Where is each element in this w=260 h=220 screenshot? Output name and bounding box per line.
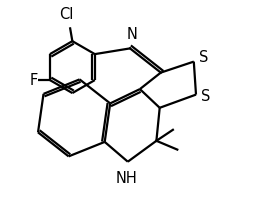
Text: NH: NH bbox=[116, 171, 138, 186]
Text: N: N bbox=[127, 27, 138, 42]
Text: Cl: Cl bbox=[59, 7, 73, 22]
Text: S: S bbox=[201, 89, 210, 104]
Text: F: F bbox=[29, 73, 38, 88]
Text: S: S bbox=[199, 50, 208, 65]
